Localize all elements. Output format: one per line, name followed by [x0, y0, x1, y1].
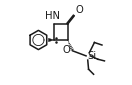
- Polygon shape: [69, 44, 71, 46]
- Polygon shape: [69, 43, 70, 44]
- Polygon shape: [71, 49, 74, 51]
- Text: HN: HN: [45, 11, 60, 21]
- Polygon shape: [68, 41, 69, 42]
- Polygon shape: [48, 38, 54, 42]
- Text: O: O: [76, 5, 83, 15]
- Text: Si: Si: [87, 51, 96, 61]
- Polygon shape: [70, 47, 73, 49]
- Polygon shape: [70, 46, 72, 47]
- Text: O: O: [63, 45, 71, 55]
